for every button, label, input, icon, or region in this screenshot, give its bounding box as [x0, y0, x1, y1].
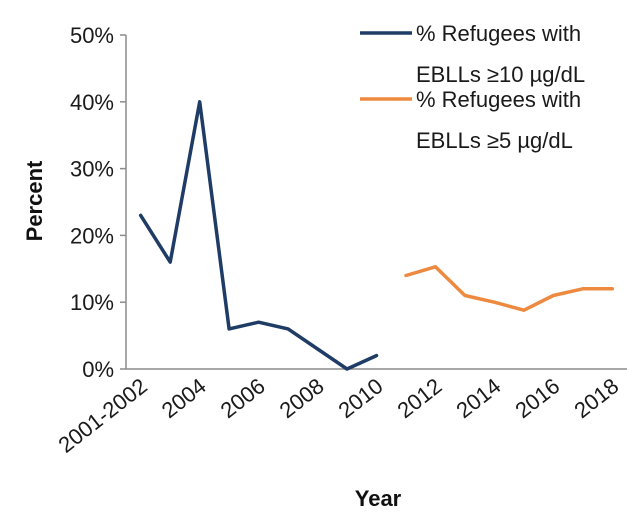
legend-label-1-line-1: % Refugees with: [416, 21, 581, 46]
x-tick-label: 2010: [334, 373, 388, 423]
series-lines: [138, 100, 615, 371]
legend-label-1-line-2: EBLLs ≥10 µg/dL: [416, 62, 585, 87]
y-tick-label: 30%: [70, 157, 114, 182]
x-tick-label: 2004: [157, 373, 211, 423]
x-tick-label: 2014: [451, 373, 505, 423]
y-axis-title: Percent: [22, 160, 47, 241]
series-line-2: [404, 265, 615, 312]
x-tick-label: 2008: [275, 373, 329, 423]
y-tick-label: 20%: [70, 223, 114, 248]
x-tick-label: 2001-2002: [54, 373, 152, 457]
x-tick-labels: 2001-2002 2004 2006 2008 2010 2012 2014 2016 201…: [54, 373, 624, 457]
legend-label-2-line-2: EBLLs ≥5 µg/dL: [416, 128, 573, 153]
y-tick-labels: 0% 10% 20% 30% 40% 50%: [70, 23, 126, 382]
series-line-1: [138, 100, 379, 371]
y-tick-label: 0%: [82, 357, 114, 382]
legend-label-2-line-1: % Refugees with: [416, 87, 581, 112]
x-tick-label: 2016: [510, 373, 564, 423]
x-tick-label: 2012: [393, 373, 447, 423]
x-axis-title: Year: [355, 486, 402, 511]
y-tick-label: 50%: [70, 23, 114, 48]
x-tick-label: 2018: [569, 373, 623, 423]
x-tick-label: 2006: [216, 373, 270, 423]
y-tick-label: 10%: [70, 290, 114, 315]
y-tick-label: 40%: [70, 90, 114, 115]
